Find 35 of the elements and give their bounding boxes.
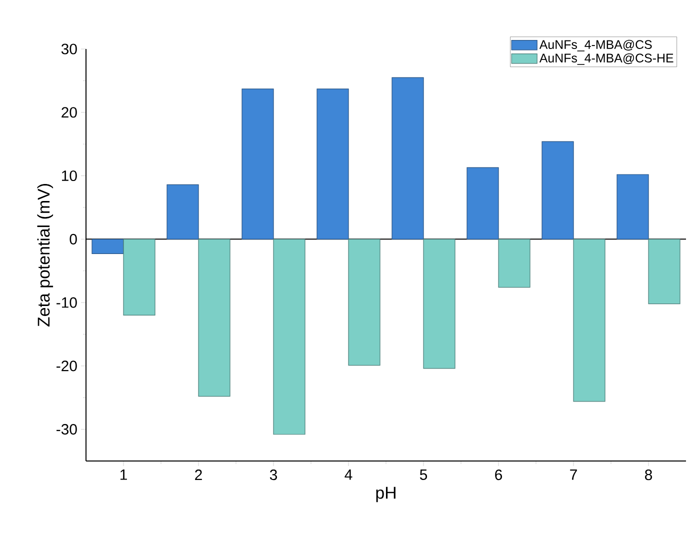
bar [648, 238, 680, 304]
bar [466, 167, 499, 240]
x-tick-label: 3 [270, 470, 277, 480]
x-tick-label: 8 [645, 470, 652, 480]
x-tick-label: 5 [420, 470, 428, 480]
y-tick-label: 20 [62, 107, 77, 118]
bar [123, 238, 156, 316]
bar [392, 77, 424, 240]
legend-label: AuNFs_4-MBA@CS [539, 40, 652, 52]
bar [166, 184, 199, 240]
bar [242, 88, 274, 240]
y-tick-label: 30 [61, 44, 77, 54]
bar [573, 238, 606, 402]
x-axis-title: pH [376, 486, 396, 502]
bar [92, 238, 124, 254]
y-tick-label: -20 [56, 360, 77, 372]
bar [348, 238, 380, 366]
bar [273, 238, 306, 435]
x-tick-label: 2 [195, 470, 202, 480]
y-tick-label: -10 [56, 297, 77, 308]
bar [316, 88, 349, 240]
bar [198, 238, 230, 397]
y-tick-label: 0 [70, 234, 77, 244]
y-tick-label: -30 [56, 424, 77, 435]
y-axis-title: Zeta potential (mV) [37, 184, 54, 326]
bar [616, 174, 649, 240]
bar [423, 238, 456, 369]
bar [542, 141, 574, 240]
x-tick-label: 6 [495, 470, 502, 480]
bar [498, 238, 530, 288]
y-tick-label: 10 [62, 170, 77, 182]
x-tick-label: 1 [120, 470, 127, 480]
x-tick-label: 4 [344, 470, 352, 480]
legend-label: AuNFs_4-MBA@CS-HE [539, 53, 674, 65]
x-tick-label: 7 [570, 470, 577, 480]
